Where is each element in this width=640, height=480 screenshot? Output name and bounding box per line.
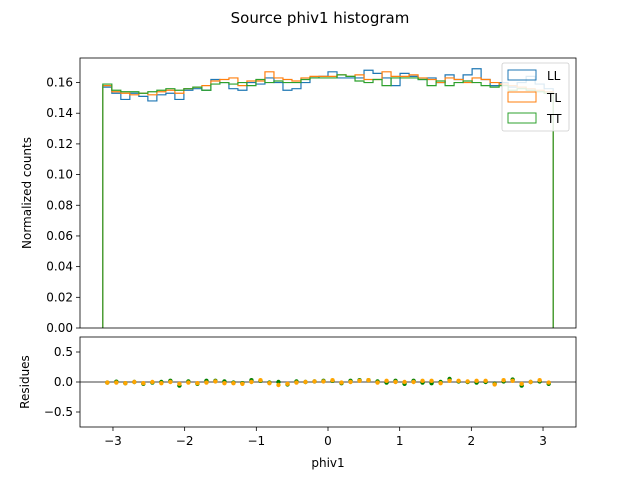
- residue-point-series-1: [456, 378, 461, 383]
- histogram-y-tick-label: 0.04: [46, 260, 73, 274]
- residue-point-series-1: [465, 379, 470, 384]
- residue-point-series-1: [204, 380, 209, 385]
- residue-point-series-1: [330, 378, 335, 383]
- residue-point-series-1: [132, 379, 137, 385]
- residue-point-series-1: [222, 381, 227, 386]
- residue-point-series-1: [537, 378, 542, 383]
- residues-y-label: Residues: [18, 355, 32, 409]
- residue-point-series-1: [312, 379, 317, 384]
- residue-point-series-1: [411, 379, 416, 385]
- residue-point-series-1: [447, 378, 452, 383]
- residues-x-tick-label: −1: [247, 434, 265, 448]
- residues-x-ticks: −3 −2 −1 0 1 2 3: [104, 427, 547, 448]
- histogram-frame: [79, 57, 577, 329]
- histogram-y-tick-label: 0.10: [46, 168, 73, 182]
- residues-x-tick-label: 0: [324, 434, 332, 448]
- residues-x-label: phiv1: [311, 456, 344, 470]
- histogram-series-tt: [102, 74, 554, 328]
- residue-point-series-1: [240, 381, 245, 386]
- residues-x-tick-label: −3: [104, 434, 122, 448]
- histogram-panel: 0.00 0.02 0.04 0.06 0.08 0.10 0.12 0.14 0.16 Nor…: [20, 57, 577, 335]
- residue-point-series-1: [474, 378, 479, 383]
- residue-point-series-1: [384, 378, 389, 383]
- histogram-series-group: [102, 68, 554, 328]
- legend-label-tl: TL: [546, 91, 561, 105]
- histogram-y-ticks: 0.00 0.02 0.04 0.06 0.08 0.10 0.12 0.14 0.16: [46, 76, 80, 335]
- residues-panel: −0.5 0.0 0.5 −3 −2 −1 0 1 2 3 Residues phiv1: [18, 336, 577, 470]
- histogram-y-tick-label: 0.08: [46, 198, 73, 212]
- residues-x-tick-label: 2: [468, 434, 476, 448]
- residues-y-tick-label: 0.5: [54, 345, 73, 359]
- residues-points-group: [105, 376, 551, 388]
- residue-point-series-1: [483, 378, 488, 383]
- residue-point-series-1: [249, 379, 254, 385]
- residue-point-series-1: [420, 378, 425, 383]
- residue-point-series-1: [429, 378, 434, 383]
- residue-point-series-1: [159, 381, 164, 386]
- residues-x-tick-label: −2: [176, 434, 194, 448]
- residue-point-series-1: [528, 379, 533, 385]
- residue-point-series-1: [114, 380, 119, 385]
- residue-point-series-1: [276, 382, 281, 388]
- residue-point-series-1: [375, 380, 380, 385]
- residue-point-series-1: [348, 379, 353, 385]
- residues-y-tick-label: 0.0: [54, 375, 73, 389]
- residue-point-series-1: [492, 382, 497, 387]
- legend-item-tt: TT: [507, 112, 562, 126]
- histogram-y-tick-label: 0.02: [46, 290, 73, 304]
- residue-point-series-1: [510, 378, 515, 383]
- residue-point-series-1: [438, 381, 443, 386]
- residue-point-series-1: [123, 381, 128, 386]
- histogram-plot-area: [80, 58, 576, 328]
- histogram-y-tick-label: 0.16: [46, 76, 73, 90]
- residue-point-series-1: [546, 380, 551, 385]
- residues-x-tick-label: 1: [396, 434, 404, 448]
- residue-point-series-1: [303, 379, 308, 385]
- residue-point-series-1: [294, 380, 299, 385]
- residue-point-series-1: [258, 378, 263, 383]
- residue-point-series-1: [177, 381, 182, 386]
- residue-point-series-1: [213, 379, 218, 384]
- legend-item-tl: TL: [507, 91, 561, 105]
- residue-point-series-1: [393, 379, 398, 385]
- residue-point-series-1: [231, 381, 236, 386]
- residues-y-tick-label: −0.5: [44, 405, 73, 419]
- residue-point-series-1: [150, 379, 155, 385]
- histogram-y-tick-label: 0.00: [46, 321, 73, 335]
- histogram-y-tick-label: 0.12: [46, 137, 73, 151]
- legend-label-ll: LL: [547, 69, 561, 83]
- residue-point-series-1: [321, 379, 326, 384]
- residues-y-ticks: −0.5 0.0 0.5: [44, 345, 80, 419]
- residues-x-tick-label: 3: [539, 434, 547, 448]
- histogram-y-tick-label: 0.14: [46, 106, 73, 120]
- residue-point-series-1: [285, 381, 290, 386]
- legend-swatch-tt: [507, 112, 537, 124]
- residue-point-series-1: [339, 380, 344, 385]
- figure-title: Source phiv1 histogram: [231, 9, 410, 27]
- residue-point-series-1: [186, 380, 191, 385]
- residue-point-series-1: [105, 380, 110, 385]
- residue-point-series-1: [402, 379, 407, 385]
- residue-point-series-1: [357, 378, 362, 383]
- residue-point-series-1: [366, 378, 371, 383]
- legend-swatch-ll: [507, 69, 537, 81]
- residue-point-series-1: [501, 378, 506, 383]
- legend-item-ll: LL: [507, 69, 561, 83]
- legend: LL TL TT: [501, 62, 570, 132]
- residue-point-series-1: [519, 381, 524, 386]
- legend-swatch-tl: [507, 91, 537, 103]
- residue-point-series-1: [195, 381, 200, 386]
- residue-point-series-1: [141, 381, 146, 386]
- legend-label-tt: TT: [546, 112, 562, 126]
- residue-point-series-1: [267, 381, 272, 386]
- histogram-y-label: Normalized counts: [20, 137, 34, 249]
- residue-point-series-1: [168, 379, 173, 385]
- histogram-y-tick-label: 0.06: [46, 229, 73, 243]
- residues-frame: [79, 336, 577, 428]
